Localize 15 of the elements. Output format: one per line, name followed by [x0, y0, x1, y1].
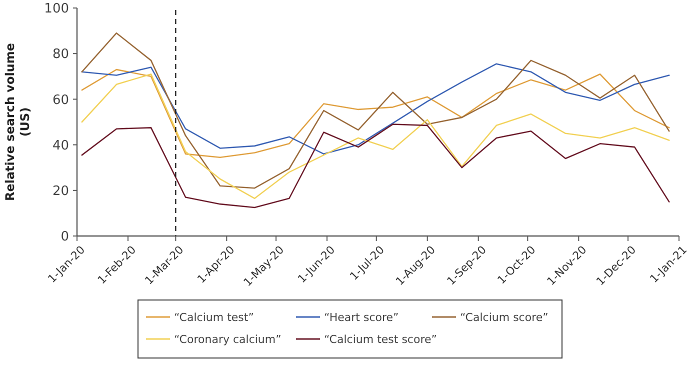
- line-series: [81, 32, 670, 189]
- line-series: [81, 124, 670, 208]
- y-tick-label: 100: [44, 2, 69, 17]
- legend-label: “Calcium score”: [460, 310, 548, 324]
- y-tick-label: 60: [52, 92, 69, 108]
- legend-label: “Calcium test score”: [324, 332, 437, 346]
- legend-label: “Heart score”: [324, 310, 399, 324]
- y-axis-title: Relative search volume (US): [3, 42, 32, 202]
- y-tick-label: 80: [52, 47, 69, 62]
- y-tick-label: 40: [52, 138, 69, 154]
- y-tick-label: 0: [60, 230, 69, 245]
- line-series: [81, 73, 670, 200]
- legend-label: “Calcium test”: [174, 310, 254, 324]
- legend-label: “Coronary calcium”: [174, 332, 282, 346]
- y-tick-label: 20: [52, 184, 69, 199]
